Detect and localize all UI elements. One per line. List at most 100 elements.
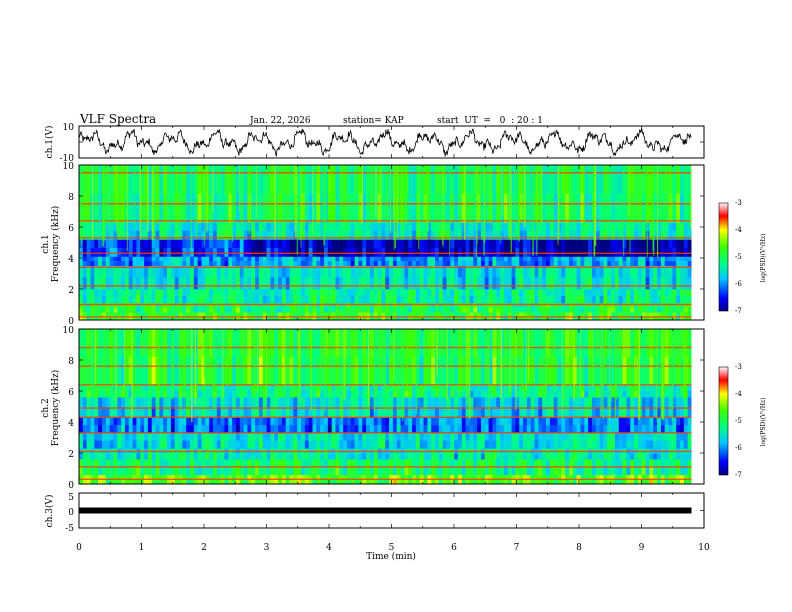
spectrogram-cell — [588, 432, 593, 441]
spectrogram-cell — [614, 302, 620, 308]
spectrogram-cell — [519, 432, 524, 441]
spectrogram-cell — [630, 312, 635, 317]
spectrogram-cell — [438, 479, 443, 485]
spectrogram-cell — [538, 307, 543, 313]
spectrogram-cell — [159, 165, 164, 194]
spectrogram-cell — [599, 453, 604, 460]
spectrogram-cell — [680, 295, 685, 304]
spectrogram-cell — [235, 165, 241, 194]
spectrogram-cell — [216, 230, 221, 240]
spectrogram-cell — [526, 312, 532, 317]
spectrogram-cell — [584, 459, 589, 468]
spectrogram-cell — [151, 230, 156, 240]
spectrogram-cell — [228, 289, 233, 297]
spectrogram-cell — [630, 256, 635, 262]
spectrogram-cell — [105, 459, 110, 468]
spectrogram-cell — [653, 440, 658, 449]
spectrogram-cell — [618, 193, 623, 223]
spectrogram-cell — [396, 316, 401, 321]
spectrogram-cell — [507, 277, 512, 290]
spectrogram-cell — [549, 302, 554, 308]
spectrogram-cell — [687, 289, 692, 297]
spectrogram-cell — [392, 307, 398, 313]
spectrogram-cell — [660, 316, 666, 321]
spectrogram-cell — [266, 277, 271, 290]
spectrogram-cell — [534, 316, 539, 321]
spectrogram-cell — [174, 474, 179, 480]
spectrogram-cell — [308, 302, 313, 308]
spectrogram-cell — [450, 397, 455, 408]
spectrogram-cell — [446, 466, 451, 475]
spectrogram-cell — [404, 289, 409, 297]
spectrogram-cell — [94, 312, 99, 317]
spectrogram-cell — [641, 459, 646, 468]
spectrogram-cell — [542, 417, 547, 426]
spectrogram-cell — [465, 440, 470, 449]
spectrogram-cell — [668, 307, 673, 313]
spectrogram-cell — [446, 222, 451, 232]
spectrogram-cell — [312, 316, 317, 321]
spectrogram-cell — [327, 407, 332, 418]
spectrogram-cell — [258, 474, 264, 480]
spectrogram-cell — [174, 459, 179, 468]
spectrogram-cell — [366, 265, 371, 278]
spectrogram-cell — [549, 265, 554, 278]
spectrogram-cell — [346, 407, 352, 418]
spectrogram-cell — [285, 384, 290, 392]
spectrogram-cell — [572, 289, 577, 297]
spectrogram-cell — [186, 277, 191, 290]
spectrogram-cell — [174, 479, 179, 485]
spectrogram-cell — [561, 222, 566, 232]
spectrogram-cell — [457, 316, 463, 321]
spectrogram-cell — [542, 289, 547, 297]
spectrogram-cell — [431, 312, 436, 317]
spectrogram-cell — [79, 397, 84, 408]
spectrogram-cell — [565, 459, 570, 468]
spectrogram-cell — [614, 312, 620, 317]
spectrogram-cell — [335, 277, 340, 290]
spectrogram-cell — [680, 256, 685, 262]
spectrogram-cell — [572, 425, 577, 434]
spectrogram-cell — [469, 453, 474, 460]
spectrogram-cell — [569, 277, 574, 290]
spectrogram-cell — [373, 384, 378, 392]
spectrogram-cell — [419, 165, 424, 194]
spectrogram-cell — [415, 312, 421, 317]
spectrogram-cell — [274, 289, 279, 297]
spectrogram-cell — [653, 289, 658, 297]
spectrogram-cell — [672, 302, 677, 308]
spectrogram-cell — [301, 230, 306, 240]
spectrogram-cell — [465, 479, 470, 485]
spectrogram-cell — [626, 307, 631, 313]
spectrogram-cell — [285, 453, 290, 460]
spectrogram-cell — [86, 312, 91, 317]
spectrogram-cell — [649, 312, 654, 317]
spectrogram-cell — [366, 247, 371, 257]
spectrogram-cell — [561, 230, 566, 240]
spectrogram-cell — [343, 247, 348, 257]
spectrogram-cell — [186, 239, 191, 249]
spectrogram-cell — [622, 479, 627, 485]
spectrogram-cell — [672, 459, 677, 468]
spectrogram-cell — [634, 289, 639, 297]
spectrogram-cell — [201, 261, 206, 267]
spectrogram-cell — [668, 295, 673, 304]
spectrogram-cell — [553, 307, 558, 313]
spectrogram-cell — [584, 222, 589, 232]
spectrogram-cell — [346, 440, 352, 449]
spectrogram-cell — [603, 391, 608, 398]
spectrogram-cell — [159, 222, 164, 232]
spectrogram-cell — [190, 479, 195, 485]
spectrogram-cell — [549, 432, 554, 441]
spectrogram-cell — [373, 466, 378, 475]
spectrogram-cell — [193, 417, 198, 426]
spectrogram-cell — [404, 432, 409, 441]
spectrogram-cell — [465, 307, 470, 313]
spectrogram-cell — [235, 193, 241, 223]
spectrogram-cell — [258, 440, 264, 449]
spectrogram-cell — [239, 432, 244, 441]
spectrogram-cell — [144, 193, 149, 223]
spectrogram-cell — [572, 316, 577, 321]
spectrogram-cell — [324, 432, 329, 441]
spectrogram-cell — [117, 440, 122, 449]
